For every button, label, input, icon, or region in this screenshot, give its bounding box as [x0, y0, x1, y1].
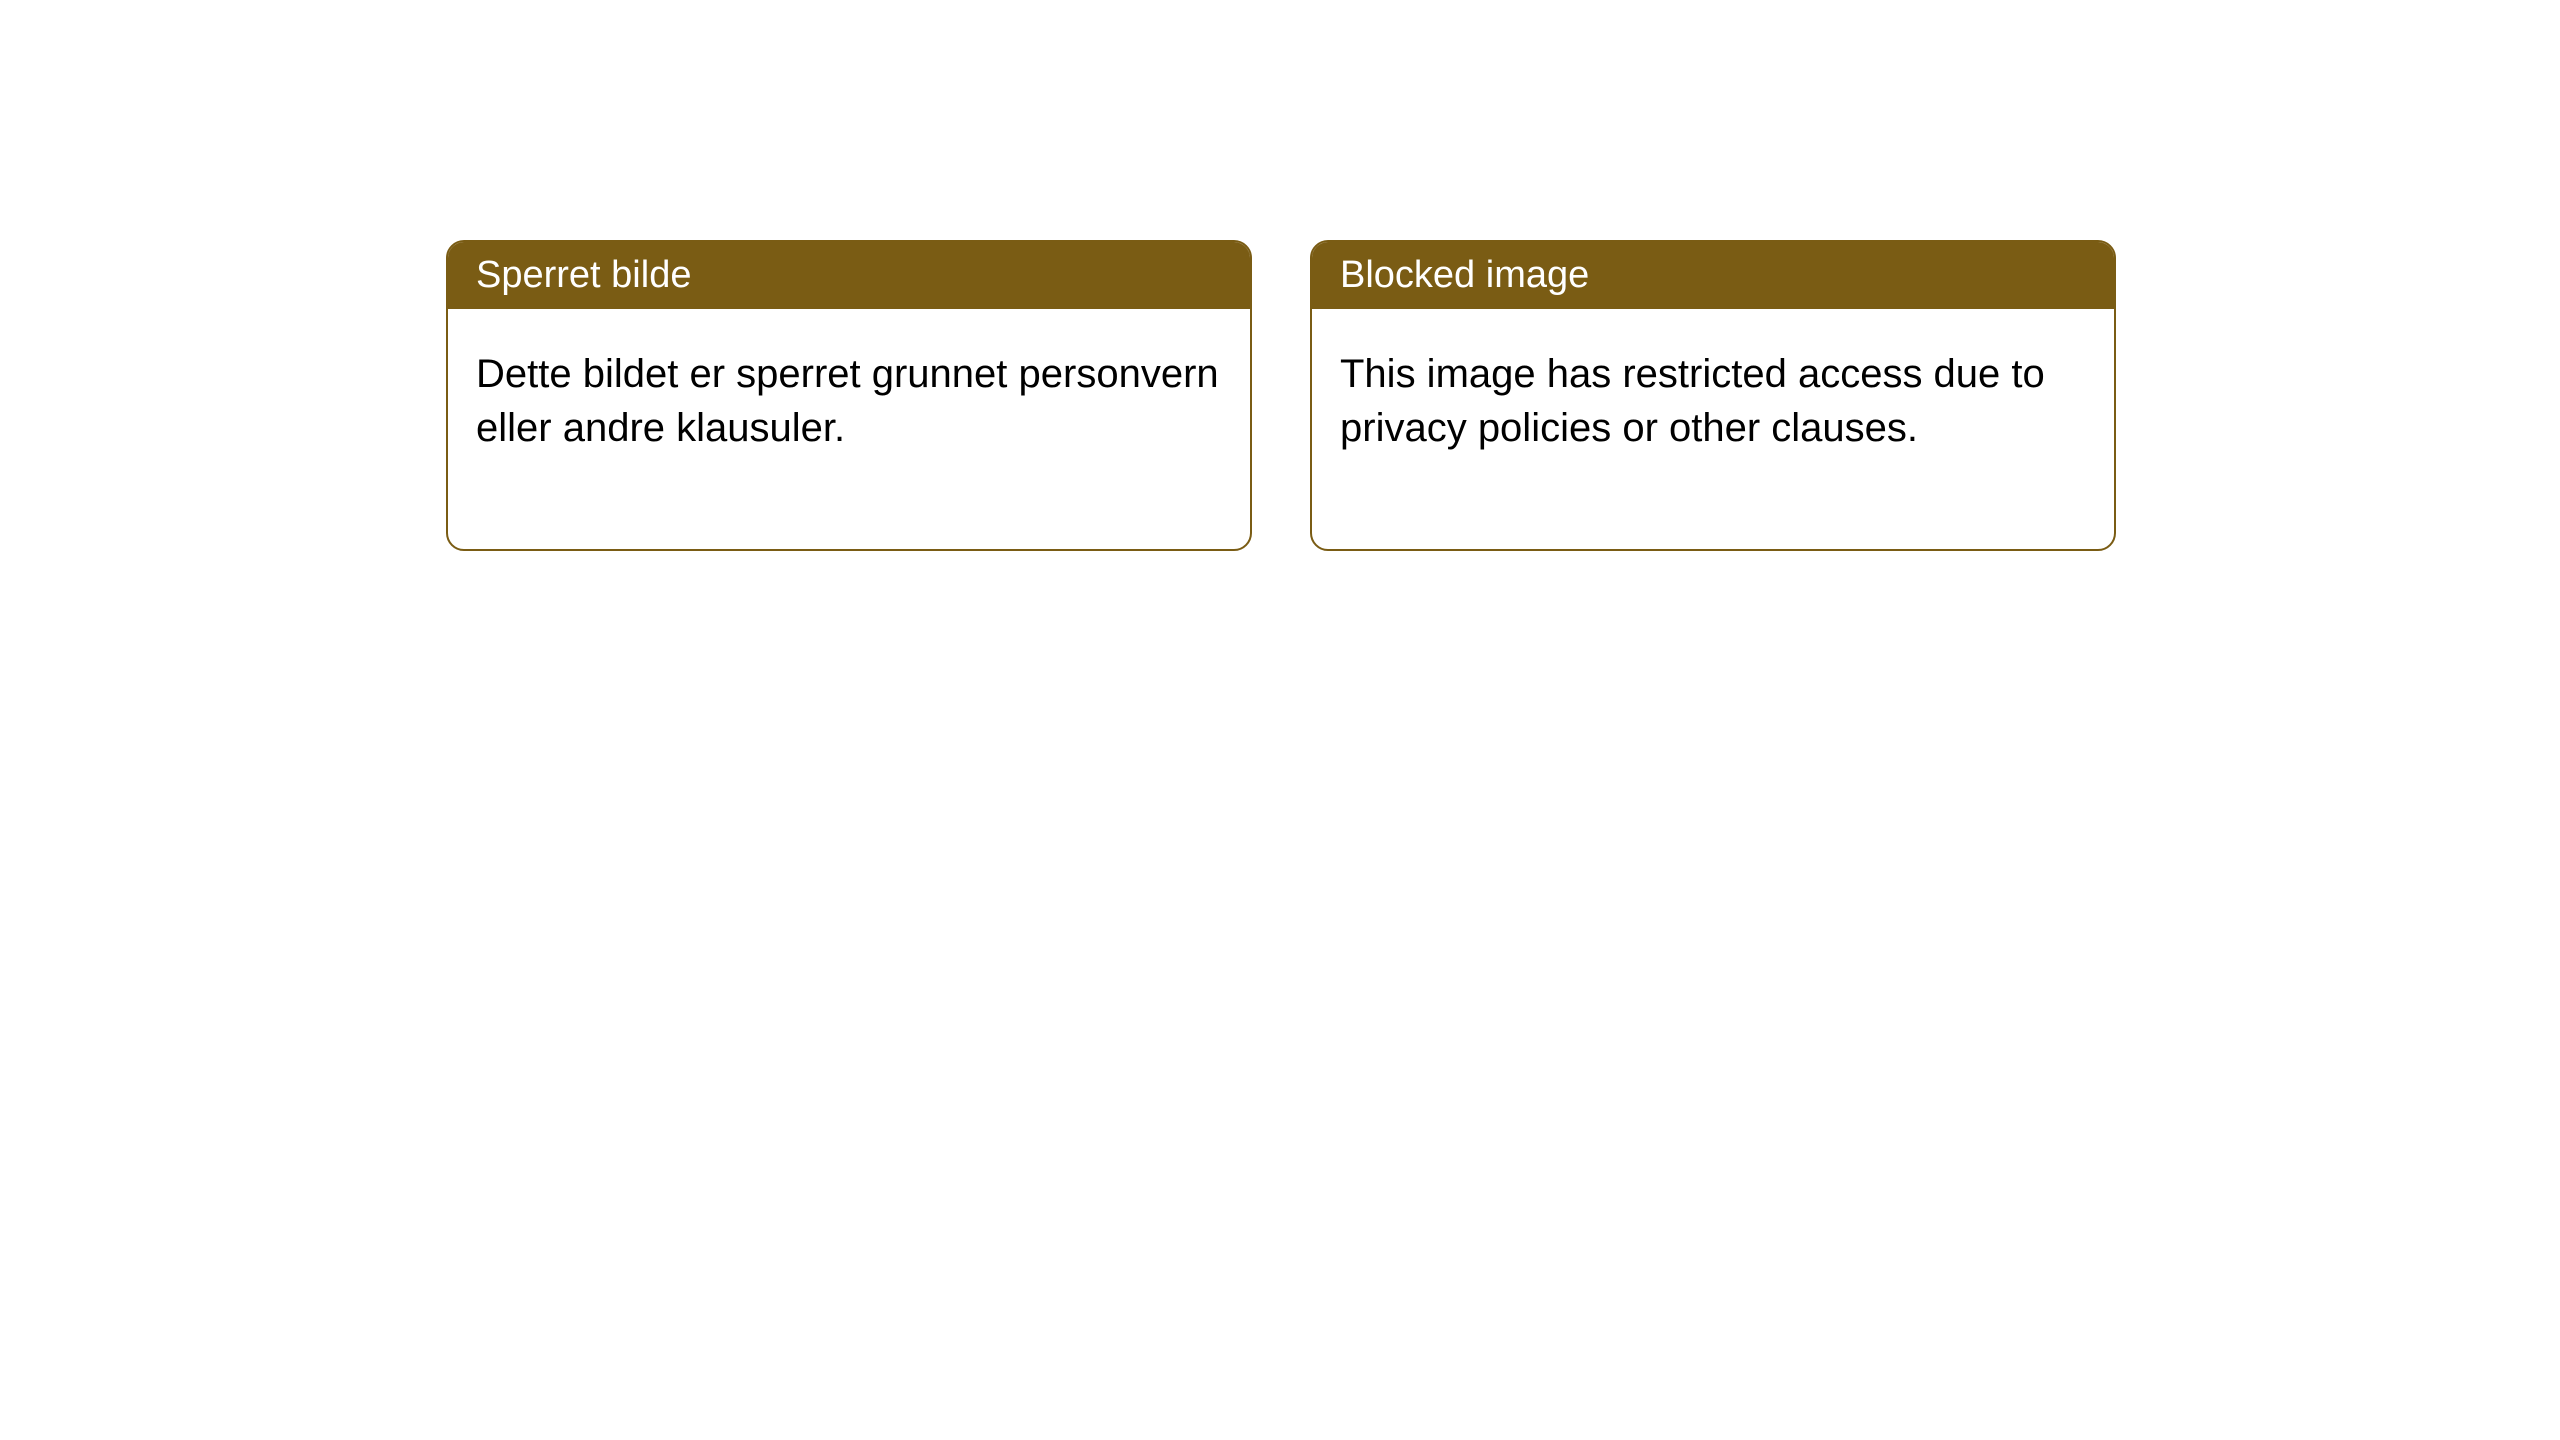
blocked-image-card-en: Blocked image This image has restricted …: [1310, 240, 2116, 551]
card-header-no: Sperret bilde: [448, 242, 1250, 309]
blocked-image-card-no: Sperret bilde Dette bildet er sperret gr…: [446, 240, 1252, 551]
blocked-image-cards: Sperret bilde Dette bildet er sperret gr…: [446, 240, 2116, 551]
card-body-en: This image has restricted access due to …: [1312, 309, 2114, 549]
card-header-en: Blocked image: [1312, 242, 2114, 309]
card-body-no: Dette bildet er sperret grunnet personve…: [448, 309, 1250, 549]
